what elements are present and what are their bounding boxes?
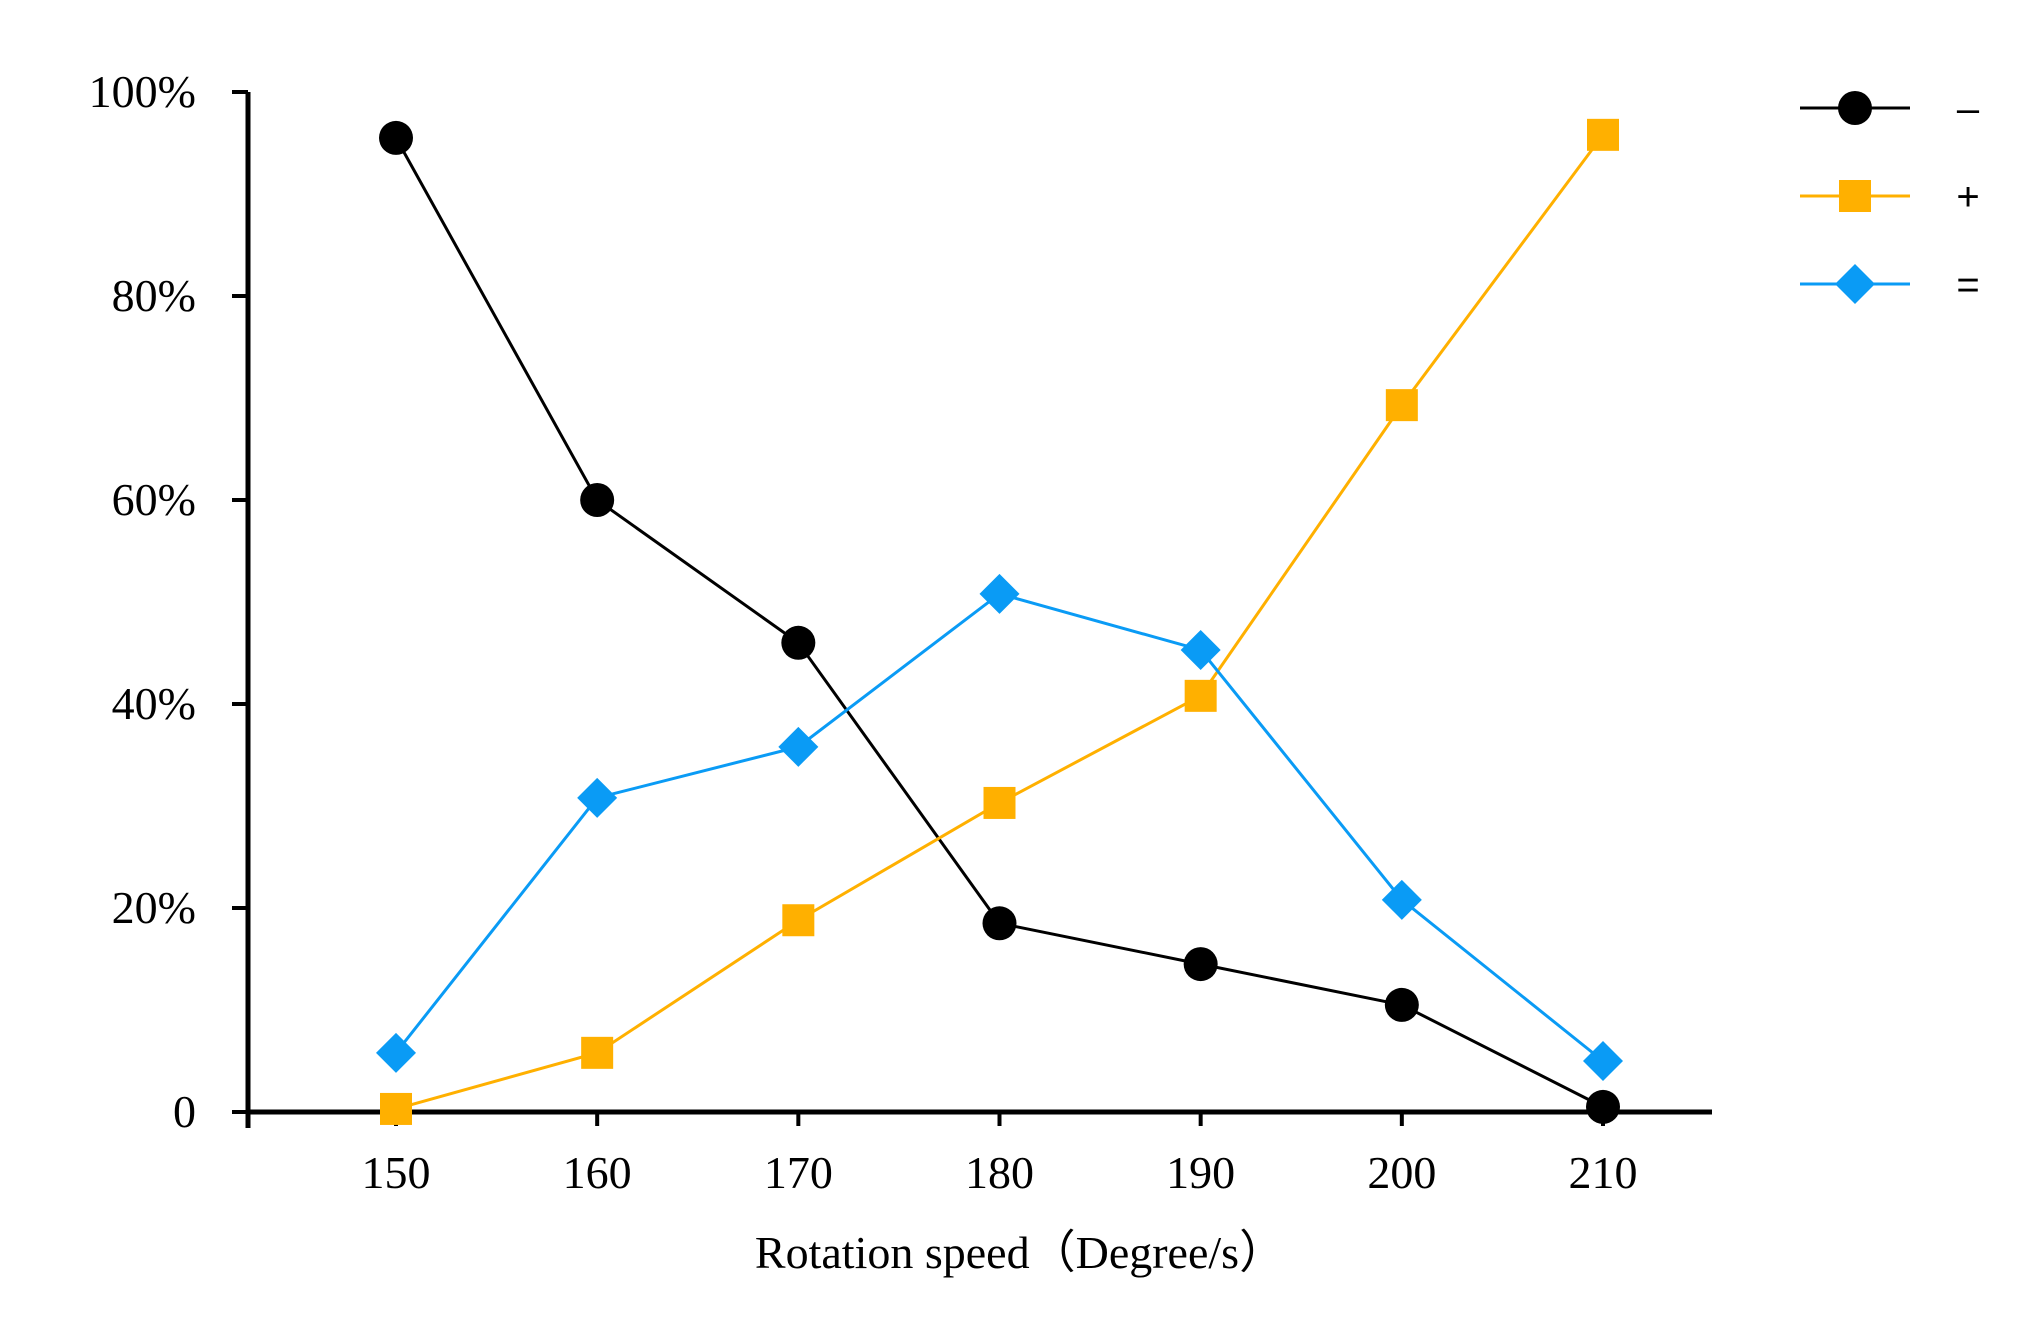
x-tick-label: 170: [764, 1147, 833, 1198]
series-1-point: [1586, 1089, 1620, 1124]
series-2-point: [1587, 118, 1619, 151]
series-1-point: [1183, 947, 1218, 982]
x-tick-label: 210: [1569, 1147, 1638, 1198]
x-tick-label: 200: [1367, 1147, 1436, 1198]
series-3-point: [577, 777, 618, 818]
series-3-point: [1180, 629, 1221, 670]
legend-label: –: [1957, 87, 1980, 131]
legend-marker: [1839, 180, 1871, 212]
y-tick-label: 0: [173, 1086, 196, 1137]
axes: [245, 92, 1712, 1128]
legend-marker: [1838, 91, 1872, 125]
series-3-point: [979, 573, 1020, 614]
series-2-point: [380, 1092, 412, 1125]
series-2-point: [581, 1036, 614, 1069]
y-tick-label: 60%: [112, 474, 196, 525]
series-lines: [394, 133, 1605, 1111]
series-1-point: [1384, 987, 1419, 1022]
tick-labels: 0 20% 40% 60% 80% 100% 150 160 170 180 190 200 210: [89, 66, 1638, 1198]
y-tick-label: 100%: [89, 66, 196, 117]
series-1-point: [580, 483, 615, 517]
series-2-point: [1385, 389, 1418, 422]
series-2-point: [983, 786, 1016, 819]
y-tick-label: 20%: [112, 882, 196, 933]
legend-label: +: [1956, 175, 1979, 219]
y-tick-label: 40%: [112, 678, 196, 729]
x-tick-label: 160: [563, 1147, 632, 1198]
x-tick-label: 150: [362, 1147, 431, 1198]
series-3-point: [778, 726, 819, 767]
series-1-point: [982, 906, 1017, 941]
series-1-point: [781, 625, 816, 660]
series-line-1: [394, 137, 1604, 1109]
series-markers: [376, 118, 1623, 1125]
legend: – + =: [1800, 87, 1980, 307]
x-axis-title: Rotation speed（Degree/s）: [755, 1227, 1285, 1278]
tick-marks: [232, 90, 1605, 1126]
y-tick-label: 80%: [112, 270, 196, 321]
series-1-point: [379, 120, 413, 155]
series-2-point: [1184, 679, 1217, 712]
series-3-point: [1381, 879, 1422, 920]
x-tick-label: 190: [1166, 1147, 1235, 1198]
series-2-point: [782, 904, 815, 937]
series-line-2: [395, 133, 1605, 1111]
series-3-point: [1583, 1041, 1623, 1081]
legend-label: =: [1956, 263, 1979, 307]
x-tick-label: 180: [965, 1147, 1034, 1198]
legend-marker: [1835, 264, 1875, 304]
series-line-3: [394, 592, 1604, 1063]
series-3-point: [376, 1032, 416, 1073]
